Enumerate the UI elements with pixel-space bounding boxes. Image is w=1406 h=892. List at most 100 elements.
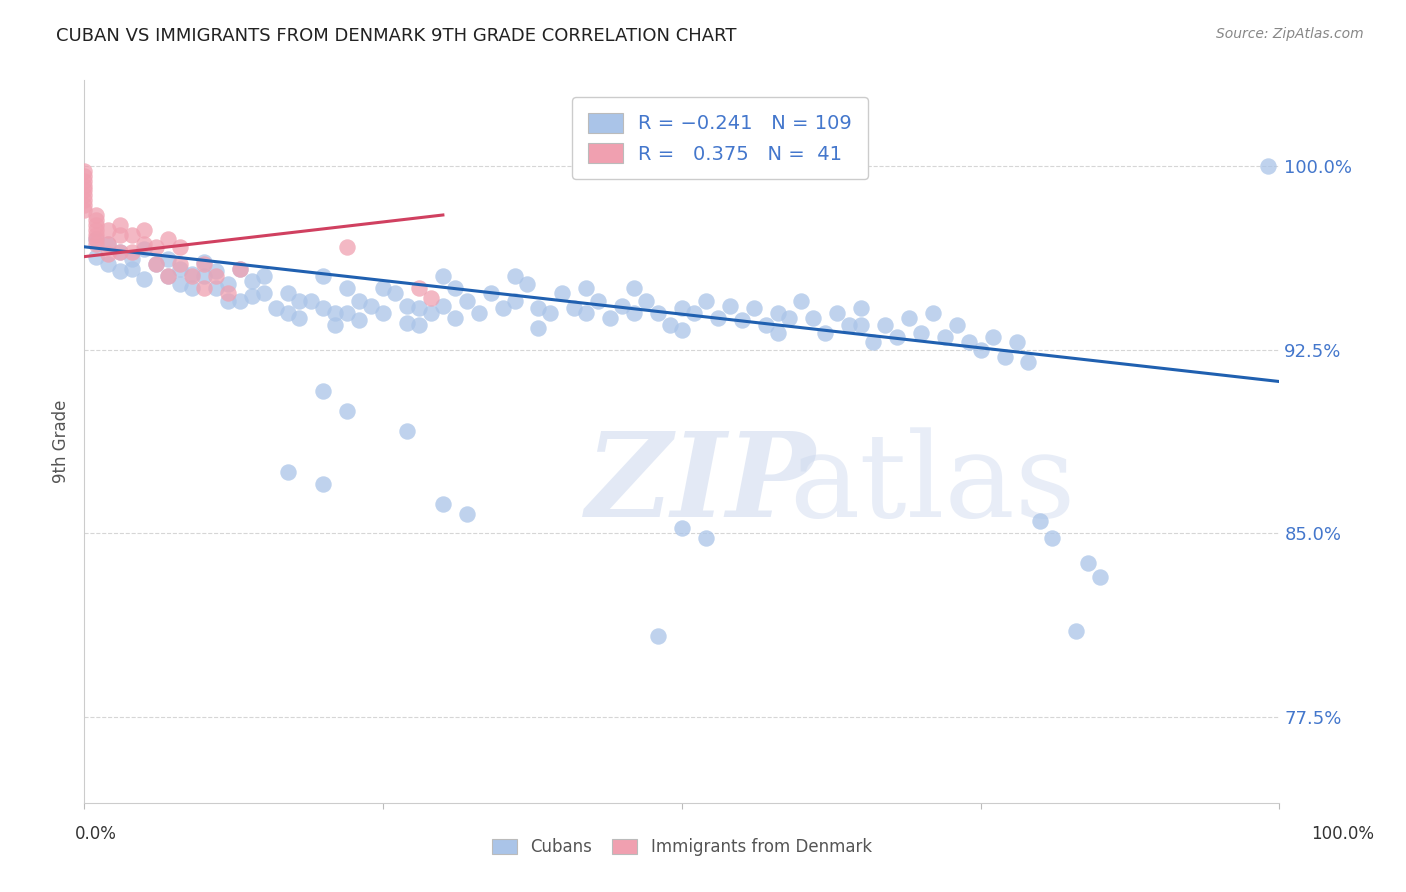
Point [86,208,108,222]
Point [444,281,467,295]
Point [575,306,598,320]
Point [169,257,191,271]
Point [169,277,191,291]
Point [73,178,96,193]
Point [468,306,491,320]
Point [1257,159,1279,173]
Point [312,269,335,284]
Point [384,286,406,301]
Text: ZIP: ZIP [586,427,817,542]
Point [277,306,299,320]
Point [456,293,478,308]
Point [420,306,443,320]
Text: atlas: atlas [790,427,1076,542]
Point [73,164,96,178]
Point [217,286,239,301]
Point [886,330,908,344]
Point [432,299,454,313]
Point [779,310,801,325]
Point [169,261,191,276]
Point [994,350,1017,364]
Point [420,291,443,305]
Point [527,320,550,334]
Point [288,293,311,308]
Point [827,306,849,320]
Point [110,227,132,242]
Point [408,318,430,333]
Point [910,326,932,340]
Legend: Cubans, Immigrants from Denmark: Cubans, Immigrants from Denmark [485,831,879,863]
Point [957,335,980,350]
Point [205,281,228,295]
Point [349,293,371,308]
Point [360,299,382,313]
Point [456,507,478,521]
Point [229,293,252,308]
Point [1090,570,1112,584]
Point [86,222,108,236]
Point [193,254,215,268]
Point [408,301,430,315]
Point [217,293,239,308]
Point [695,293,717,308]
Point [145,257,167,271]
Text: 100.0%: 100.0% [1312,825,1374,843]
Point [157,252,180,266]
Point [325,318,347,333]
Point [121,261,143,276]
Point [981,330,1004,344]
Point [671,323,693,337]
Point [229,261,252,276]
Point [86,250,108,264]
Point [97,237,120,252]
Point [264,301,287,315]
Point [647,306,669,320]
Point [432,497,454,511]
Point [253,269,276,284]
Point [110,244,132,259]
Point [875,318,897,333]
Point [110,264,132,278]
Point [766,306,789,320]
Point [312,477,335,491]
Point [444,310,467,325]
Point [132,271,156,285]
Point [205,269,228,284]
Point [671,301,693,315]
Point [110,244,132,259]
Point [1066,624,1088,639]
Point [205,264,228,278]
Point [755,318,778,333]
Point [86,218,108,232]
Point [336,306,359,320]
Point [73,194,96,208]
Point [575,281,598,295]
Point [1077,556,1099,570]
Point [86,232,108,246]
Point [97,237,120,252]
Point [121,227,143,242]
Point [742,301,765,315]
Point [336,281,359,295]
Point [1018,355,1040,369]
Point [659,318,682,333]
Point [73,198,96,212]
Point [325,306,347,320]
Point [623,306,645,320]
Point [86,213,108,227]
Point [217,277,239,291]
Point [503,293,526,308]
Point [599,310,621,325]
Point [479,286,502,301]
Point [516,277,538,291]
Point [181,281,204,295]
Point [396,424,419,438]
Point [1029,514,1052,528]
Point [132,222,156,236]
Point [851,318,873,333]
Point [695,531,717,545]
Point [157,269,180,284]
Point [229,261,252,276]
Point [492,301,515,315]
Point [1005,335,1028,350]
